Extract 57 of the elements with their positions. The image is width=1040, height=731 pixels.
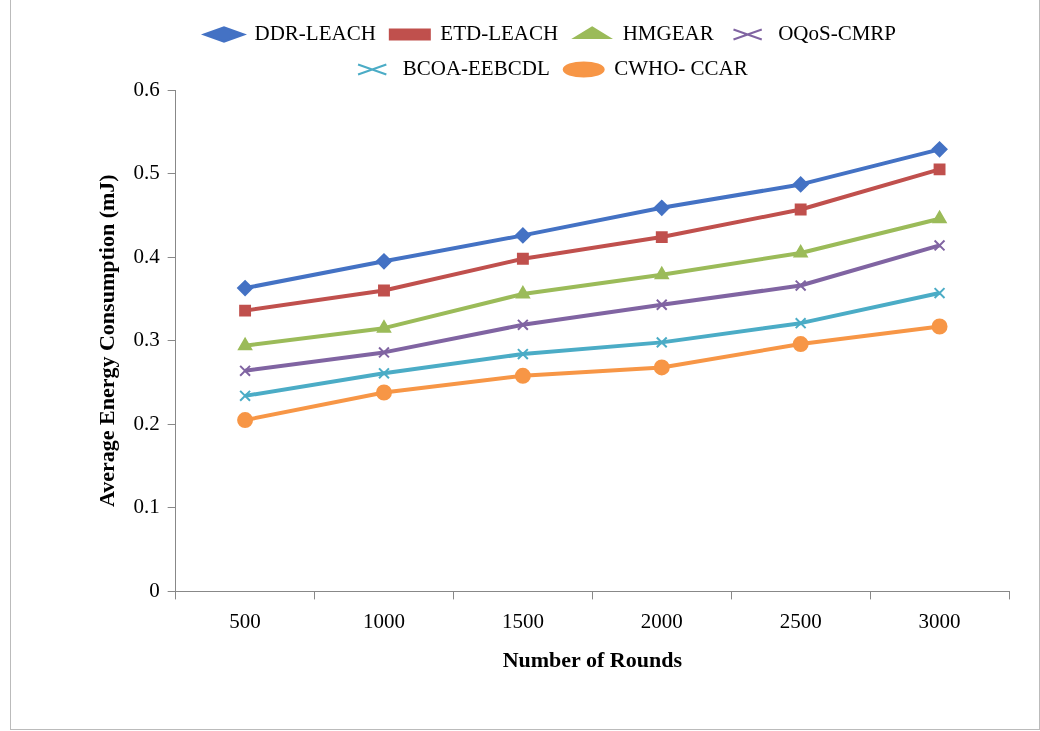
point xyxy=(516,318,529,331)
x-tick-label: 500 xyxy=(229,608,261,633)
point xyxy=(932,210,947,224)
point xyxy=(239,389,252,402)
point xyxy=(237,412,254,429)
x-axis-title: Number of Rounds xyxy=(502,647,683,673)
legend-label: ETD-LEACH xyxy=(440,21,559,46)
point xyxy=(933,239,946,252)
point xyxy=(514,227,531,244)
point xyxy=(516,252,529,265)
y-tick-label: 0.6 xyxy=(133,76,160,101)
legend-label: DDR-LEACH xyxy=(254,21,376,46)
legend-label: CWHO- CCAR xyxy=(614,56,748,81)
y-tick-label: 0 xyxy=(149,577,160,602)
y-axis-title: Average Energy Consumption (mJ) xyxy=(93,174,119,508)
x-tick-label: 2000 xyxy=(640,608,683,633)
y-tick-label: 0.2 xyxy=(133,410,160,435)
x-tick-label: 1000 xyxy=(362,608,405,633)
point xyxy=(516,348,529,361)
point xyxy=(655,298,668,311)
point xyxy=(514,367,531,384)
legend-label: HMGEAR xyxy=(622,21,714,46)
point xyxy=(794,203,807,216)
point xyxy=(931,318,948,335)
point xyxy=(515,285,530,299)
y-tick-label: 0.5 xyxy=(133,160,160,185)
point xyxy=(794,279,807,292)
point xyxy=(653,199,670,216)
point xyxy=(653,359,670,376)
point xyxy=(931,141,948,158)
point xyxy=(655,336,668,349)
point xyxy=(933,163,946,176)
point xyxy=(378,346,390,359)
x-tick-label: 1500 xyxy=(501,608,544,633)
point xyxy=(792,176,809,193)
y-tick-label: 0.1 xyxy=(133,494,160,519)
point xyxy=(378,284,390,297)
point xyxy=(655,231,668,244)
point xyxy=(793,244,808,258)
legend-label: BCOA-EEBCDL xyxy=(402,56,550,81)
point xyxy=(375,384,392,401)
point xyxy=(794,317,807,330)
point xyxy=(378,367,390,380)
y-tick-label: 0.3 xyxy=(133,327,160,352)
point xyxy=(238,337,253,351)
point xyxy=(933,287,946,300)
point xyxy=(654,266,669,280)
point xyxy=(239,304,252,317)
x-tick-label: 2500 xyxy=(779,608,822,633)
point xyxy=(375,253,392,270)
y-tick-label: 0.4 xyxy=(133,243,161,268)
legend-label: OQoS-CMRP xyxy=(778,21,897,46)
point xyxy=(792,336,809,353)
point xyxy=(239,364,252,377)
x-tick-label: 3000 xyxy=(918,608,961,633)
point xyxy=(237,280,254,297)
point xyxy=(376,320,392,333)
